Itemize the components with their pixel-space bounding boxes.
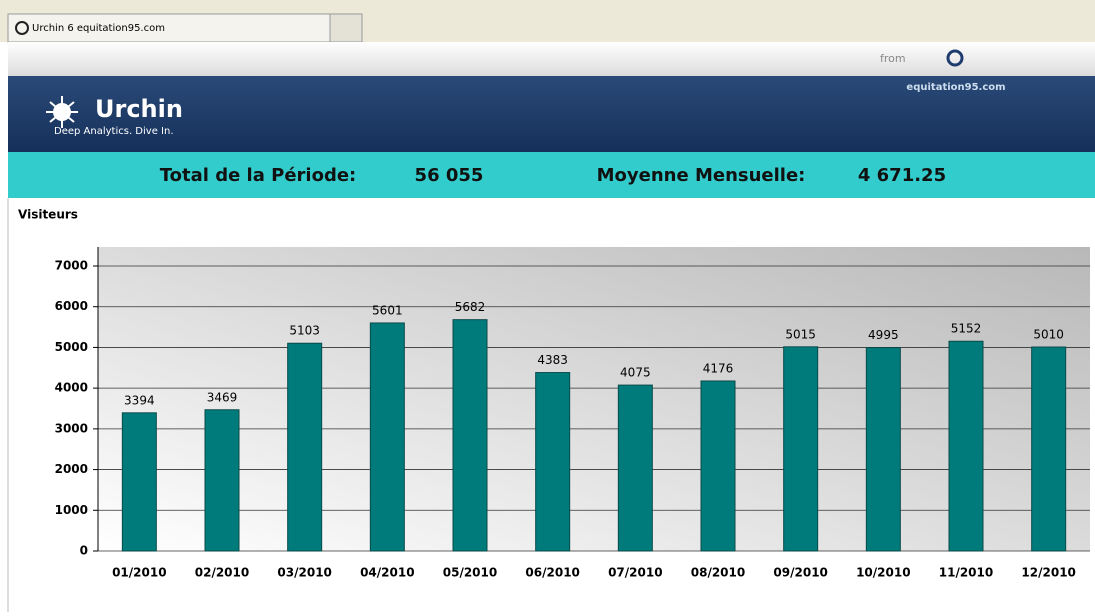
- bar: [1031, 346, 1067, 552]
- bar: [535, 372, 571, 552]
- data-label: 4075: [620, 366, 651, 380]
- header: [8, 76, 1095, 152]
- y-tick-label: 3000: [55, 421, 88, 435]
- data-label: 5103: [289, 324, 320, 338]
- x-tick-label: 03/2010: [277, 566, 331, 580]
- tagline: Deep Analytics. Dive In.: [54, 126, 174, 137]
- bar: [452, 319, 488, 552]
- x-tick-label: 11/2010: [939, 566, 993, 580]
- bar: [287, 342, 323, 552]
- y-tick-label: 5000: [55, 340, 88, 354]
- x-tick-label: 01/2010: [112, 566, 166, 580]
- bar: [617, 384, 653, 552]
- bar: [783, 346, 819, 552]
- data-label: 5682: [455, 300, 486, 314]
- x-tick-label: 06/2010: [525, 566, 579, 580]
- data-label: 5152: [951, 322, 982, 336]
- data-label: 3394: [124, 393, 155, 407]
- x-tick-label: 08/2010: [691, 566, 745, 580]
- sun-icon: [46, 96, 78, 128]
- x-tick-label: 04/2010: [360, 566, 414, 580]
- y-tick-label: 0: [80, 544, 88, 558]
- x-tick-label: 12/2010: [1021, 566, 1075, 580]
- total-label: Total de la Période:: [160, 165, 357, 186]
- y-tick-label: 6000: [55, 299, 88, 313]
- new-tab[interactable]: [329, 13, 363, 43]
- y-tick-label: 7000: [55, 259, 88, 273]
- chart: 0 1000 2000 3000 4000 5000 6000 7000 01/2010 3394…: [55, 247, 1090, 580]
- from-logo: [946, 49, 964, 67]
- data-label: 5010: [1033, 328, 1064, 342]
- x-tick-label: 10/2010: [856, 566, 910, 580]
- tab[interactable]: [7, 13, 331, 43]
- average-value: 4 671.25: [858, 165, 946, 186]
- tab-title: Urchin 6 equitation95.com: [32, 23, 165, 34]
- bar: [121, 412, 157, 552]
- plot-area: [98, 247, 1090, 551]
- from-text: from: [880, 52, 906, 65]
- bar: [865, 347, 901, 552]
- site: equitation95.com: [906, 82, 1005, 93]
- x-tick-label: 09/2010: [773, 566, 827, 580]
- bar: [700, 380, 736, 552]
- average-label: Moyenne Mensuelle:: [597, 165, 806, 186]
- data-label: 4995: [868, 328, 899, 342]
- tab-icon: [15, 21, 29, 35]
- data-label: 5015: [785, 327, 816, 341]
- summary: Total de la Période: 56 055 Moyenne Mens…: [160, 165, 946, 186]
- bar: [948, 340, 984, 552]
- logo: Urchin: [95, 95, 183, 123]
- y-tick-label: 2000: [55, 462, 88, 476]
- y-axis-label: Visiteurs: [18, 208, 78, 222]
- x-tick-label: 07/2010: [608, 566, 662, 580]
- y-tick-label: 1000: [55, 503, 88, 517]
- data-label: 5601: [372, 303, 403, 317]
- total-value: 56 055: [415, 165, 484, 186]
- summary-bar: [8, 152, 1095, 198]
- x-tick-label: 05/2010: [443, 566, 497, 580]
- data-label: 4383: [537, 353, 568, 367]
- data-label: 4176: [703, 361, 734, 375]
- bar: [369, 322, 405, 552]
- bar: [204, 409, 240, 552]
- data-label: 3469: [207, 390, 238, 404]
- from-bar: [8, 42, 1095, 76]
- y-tick-label: 4000: [55, 381, 88, 395]
- x-tick-label: 02/2010: [195, 566, 249, 580]
